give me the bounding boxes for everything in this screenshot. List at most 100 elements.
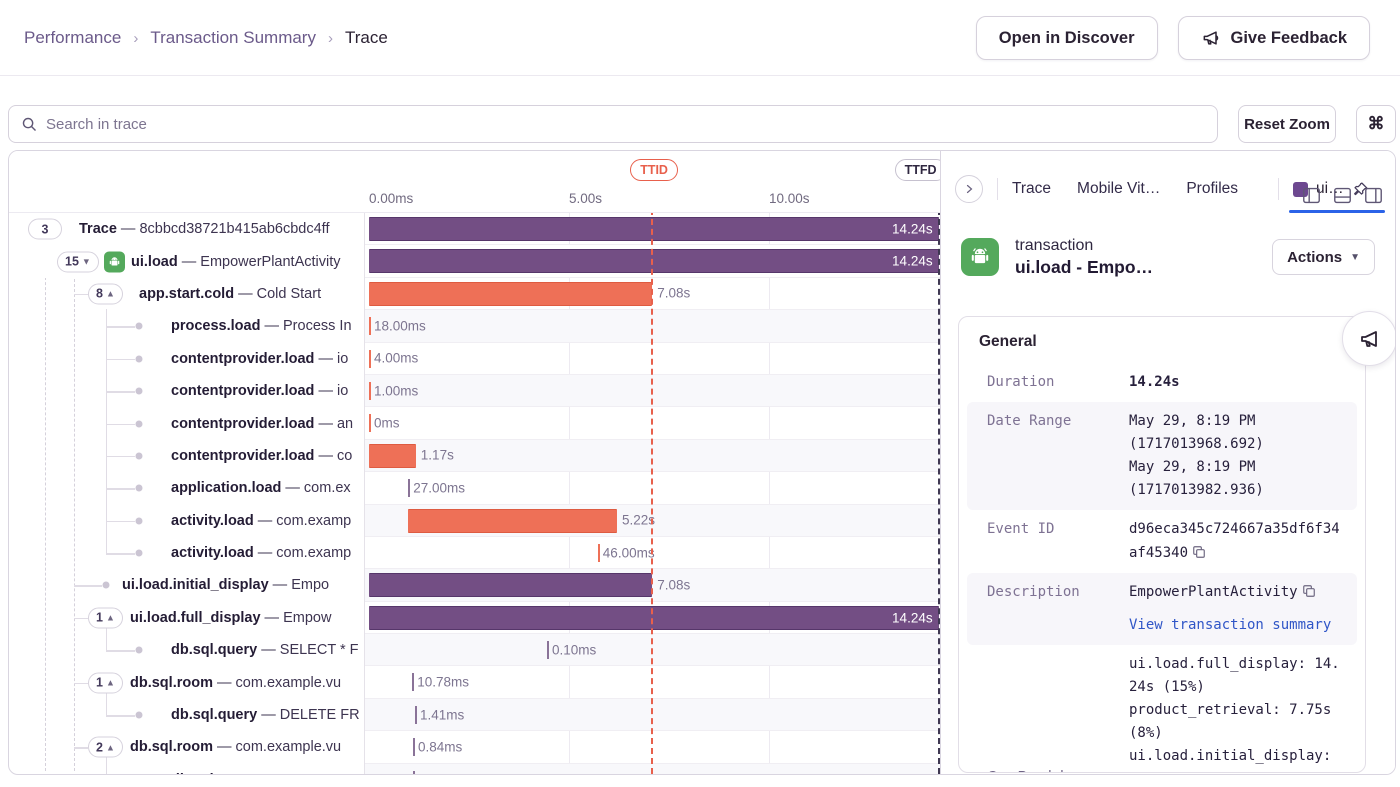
span-tree-cell[interactable]: db.sql.query — DELETE FR (9, 698, 365, 732)
span-bar[interactable]: 14.24s (369, 249, 939, 274)
span-tree-cell[interactable]: application.load — com.ex (9, 472, 365, 505)
span-tree-cell[interactable]: activity.load — com.examp (9, 536, 365, 570)
span-tick[interactable] (415, 705, 417, 724)
span-chart-cell[interactable]: 0.84ms (365, 731, 1395, 764)
span-tick[interactable] (413, 738, 415, 757)
span-chart-cell[interactable]: 27.00ms (365, 472, 1395, 505)
copy-icon[interactable] (1302, 584, 1316, 598)
span-tick[interactable] (412, 673, 415, 692)
tree-connector (106, 520, 135, 523)
span-count-badge[interactable]: 1 ▲ (88, 672, 123, 694)
actions-button[interactable]: Actions ▼ (1272, 239, 1375, 275)
duration-label: 27.00ms (413, 480, 465, 496)
duration-label: 18.00ms (374, 318, 426, 334)
span-row-app.start.cold[interactable]: 8 ▲ app.start.cold — Cold Start 7.08s (9, 277, 1395, 311)
span-tree-cell[interactable]: contentprovider.load — io (9, 342, 365, 375)
span-count-badge[interactable]: 1 ▲ (88, 607, 123, 629)
span-count-badge[interactable]: 3 (28, 218, 62, 240)
span-tree-cell[interactable]: 2 ▲ db.sql.room — com.example.vu (9, 731, 365, 764)
open-in-discover-button[interactable]: Open in Discover (975, 16, 1158, 60)
duration-label: 0.10ms (552, 642, 597, 658)
tab-mobile-vit-[interactable]: Mobile Vit… (1077, 180, 1161, 197)
span-chart-cell[interactable]: 46.00ms (365, 537, 1395, 570)
span-tree-cell[interactable]: 15 ▼ ui.load — EmpowerPlantActivity (9, 245, 365, 278)
span-tick[interactable] (413, 770, 415, 774)
breadcrumb-item[interactable]: Performance (24, 28, 122, 47)
span-tree-cell[interactable]: 1 ▲ db.sql.room — com.example.vu (9, 666, 365, 699)
search-input[interactable] (46, 115, 1205, 133)
span-tick[interactable] (369, 317, 371, 336)
span-bar[interactable]: 14.24s (369, 605, 939, 630)
span-count-badge[interactable]: 8 ▲ (88, 283, 123, 305)
span-row-contentprovider.load[interactable]: contentprovider.load — an 0ms (9, 407, 1395, 440)
span-dot (135, 452, 143, 460)
span-chart-cell[interactable]: 14.24s (365, 602, 1395, 635)
span-tree-cell[interactable]: 1 ▲ ui.load.full_display — Empow (9, 601, 365, 635)
span-tree-cell[interactable]: activity.load — com.examp (9, 504, 365, 537)
shortcut-command-button[interactable]: ⌘ (1356, 105, 1396, 143)
span-tick[interactable] (547, 641, 549, 660)
span-row-ui.load.full_display[interactable]: 1 ▲ ui.load.full_display — Empow 14.24s (9, 601, 1395, 635)
span-tree-cell[interactable]: db.sql.query — INSERT OR (9, 763, 365, 774)
dock-left-icon[interactable] (1302, 187, 1321, 204)
view-transaction-summary-link[interactable]: View transaction summary (1129, 616, 1332, 633)
span-chart-cell[interactable]: 14.24s (365, 213, 1395, 246)
span-chart-cell[interactable]: 0.70ms (365, 763, 1395, 774)
ops-breakdown-key: Ops Breakdown ? (987, 766, 1129, 773)
span-tick[interactable] (369, 414, 371, 433)
tab-trace[interactable]: Trace (1012, 180, 1052, 197)
span-chart-cell[interactable]: 0ms (365, 407, 1395, 440)
span-tree-cell[interactable]: contentprovider.load — an (9, 407, 365, 440)
give-feedback-button[interactable]: Give Feedback (1177, 16, 1370, 60)
span-dot (102, 581, 110, 589)
span-bar[interactable] (369, 573, 653, 598)
android-icon (104, 251, 125, 273)
breadcrumb-item[interactable]: Transaction Summary (150, 28, 316, 47)
span-tick[interactable] (369, 349, 371, 368)
span-row-db.sql.room[interactable]: 1 ▲ db.sql.room — com.example.vu 10.78ms (9, 666, 1395, 699)
tab-profiles[interactable]: Profiles (1186, 180, 1239, 197)
span-bar[interactable]: 14.24s (369, 217, 939, 241)
span-tree-cell[interactable]: 8 ▲ app.start.cold — Cold Start (9, 277, 365, 311)
span-tree-cell[interactable]: contentprovider.load — io (9, 374, 365, 408)
span-count-badge[interactable]: 2 ▲ (88, 736, 123, 758)
span-count-badge[interactable]: 15 ▼ (57, 251, 99, 273)
pin-icon[interactable] (1352, 181, 1369, 198)
chevron-down-icon: ▼ (81, 256, 91, 267)
marker-line-ttfd (937, 189, 940, 774)
duration-label: 10.78ms (417, 674, 469, 690)
span-row-activity.load[interactable]: activity.load — com.examp 46.00ms (9, 536, 1395, 570)
span-chart-cell[interactable]: 7.08s (365, 278, 1395, 311)
span-tick[interactable] (408, 479, 411, 498)
span-tree-cell[interactable]: db.sql.query — SELECT * F (9, 634, 365, 667)
collapse-drawer-button[interactable] (955, 175, 983, 203)
android-icon (961, 238, 999, 276)
span-row-application.load[interactable]: application.load — com.ex 27.00ms (9, 472, 1395, 505)
span-bar[interactable] (408, 508, 617, 533)
help-icon[interactable]: ? (1096, 772, 1113, 773)
span-tree-cell[interactable]: process.load — Process In (9, 310, 365, 343)
search-in-trace-field[interactable] (8, 105, 1218, 143)
span-row-db.sql.query[interactable]: db.sql.query — INSERT OR 0.70ms (9, 763, 1395, 774)
copy-icon[interactable] (1192, 545, 1206, 559)
span-bar[interactable] (369, 281, 653, 306)
span-chart-cell[interactable]: 4.00ms (365, 343, 1395, 375)
span-bar[interactable] (369, 443, 416, 468)
span-row-db.sql.room[interactable]: 2 ▲ db.sql.room — com.example.vu 0.84ms (9, 731, 1395, 764)
span-tick[interactable] (597, 543, 600, 562)
breadcrumb-item[interactable]: Trace (344, 28, 388, 47)
event-id-key: Event ID (987, 521, 1055, 538)
span-row-contentprovider.load[interactable]: contentprovider.load — io 4.00ms (9, 342, 1395, 375)
span-tree-cell[interactable]: 3 Trace — 8cbbcd38721b415ab6cbdc4ff (9, 213, 365, 246)
span-chart-cell[interactable]: 10.78ms (365, 666, 1395, 699)
span-tree-cell[interactable]: ui.load.initial_display — Empo (9, 569, 365, 602)
span-tick[interactable] (369, 381, 371, 400)
dock-bottom-icon[interactable] (1333, 187, 1352, 204)
reset-zoom-button[interactable]: Reset Zoom (1238, 105, 1336, 143)
duration-value: 14.24s (1129, 374, 1180, 390)
feedback-fab-button[interactable] (1342, 311, 1395, 366)
dock-right-icon[interactable] (1364, 187, 1383, 204)
span-tree-cell[interactable]: contentprovider.load — co (9, 439, 365, 473)
marker-badge-ttid: TTID (630, 159, 678, 181)
span-row-Trace[interactable]: 3 Trace — 8cbbcd38721b415ab6cbdc4ff 14.24s (9, 213, 1395, 246)
